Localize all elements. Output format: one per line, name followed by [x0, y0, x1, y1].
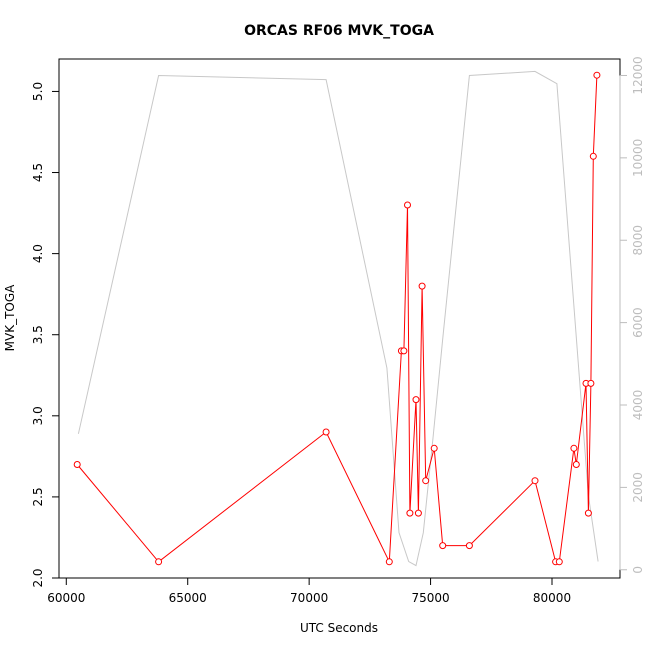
data-point — [531, 477, 539, 485]
y-tick-label: 3.0 — [31, 406, 45, 425]
right-tick-label: 8000 — [631, 225, 645, 256]
data-point — [422, 477, 430, 485]
data-point — [465, 542, 473, 550]
data-point — [572, 461, 580, 468]
x-tick-label: 65000 — [169, 591, 207, 605]
data-point — [593, 71, 601, 79]
data-point — [584, 509, 592, 517]
x-tick-label: 80000 — [533, 591, 571, 605]
chart-title: ORCAS RF06 MVK_TOGA — [244, 23, 434, 39]
right-tick-label: 10000 — [631, 139, 645, 177]
data-point — [322, 428, 330, 436]
x-tick-label: 60000 — [47, 591, 85, 605]
y-tick-label: 2.0 — [31, 568, 45, 587]
data-point — [589, 152, 597, 160]
x-axis: 60000 65000 70000 75000 80000 — [47, 577, 571, 605]
right-tick-label: 6000 — [631, 307, 645, 338]
x-tick-label: 75000 — [411, 591, 449, 605]
data-point — [385, 558, 393, 566]
y-tick-label: 3.5 — [31, 325, 45, 344]
grey-series-line — [77, 70, 599, 567]
y-tick-label: 4.0 — [31, 244, 45, 263]
data-point — [418, 282, 426, 290]
y-tick-label: 5.0 — [31, 82, 45, 101]
data-point — [412, 396, 420, 404]
y-axis-title: MVK_TOGA — [3, 284, 17, 352]
right-tick-label: 12000 — [631, 56, 645, 94]
right-tick-label: 4000 — [631, 390, 645, 421]
right-axis: 0 2000 4000 6000 8000 10000 12000 — [619, 56, 645, 574]
y-tick-label: 4.5 — [31, 163, 45, 182]
red-series — [73, 71, 601, 566]
y-axis: 2.0 2.5 3.0 3.5 4.0 4.5 5.0 — [31, 82, 60, 588]
grey-series — [77, 70, 599, 567]
data-point — [404, 201, 411, 209]
right-tick-label: 0 — [631, 566, 645, 574]
data-point — [587, 379, 595, 387]
data-point — [439, 542, 447, 550]
data-point — [555, 558, 563, 566]
data-point — [73, 461, 81, 468]
data-point — [430, 444, 438, 452]
data-point — [570, 444, 578, 452]
data-point — [414, 509, 422, 517]
data-point — [406, 509, 414, 517]
x-axis-title: UTC Seconds — [300, 621, 378, 635]
red-series-line — [76, 75, 598, 564]
right-tick-label: 2000 — [631, 472, 645, 503]
plot-frame — [58, 58, 621, 579]
y-tick-label: 2.5 — [31, 487, 45, 506]
x-tick-label: 70000 — [290, 591, 328, 605]
data-point — [155, 558, 163, 566]
data-point — [400, 347, 408, 355]
